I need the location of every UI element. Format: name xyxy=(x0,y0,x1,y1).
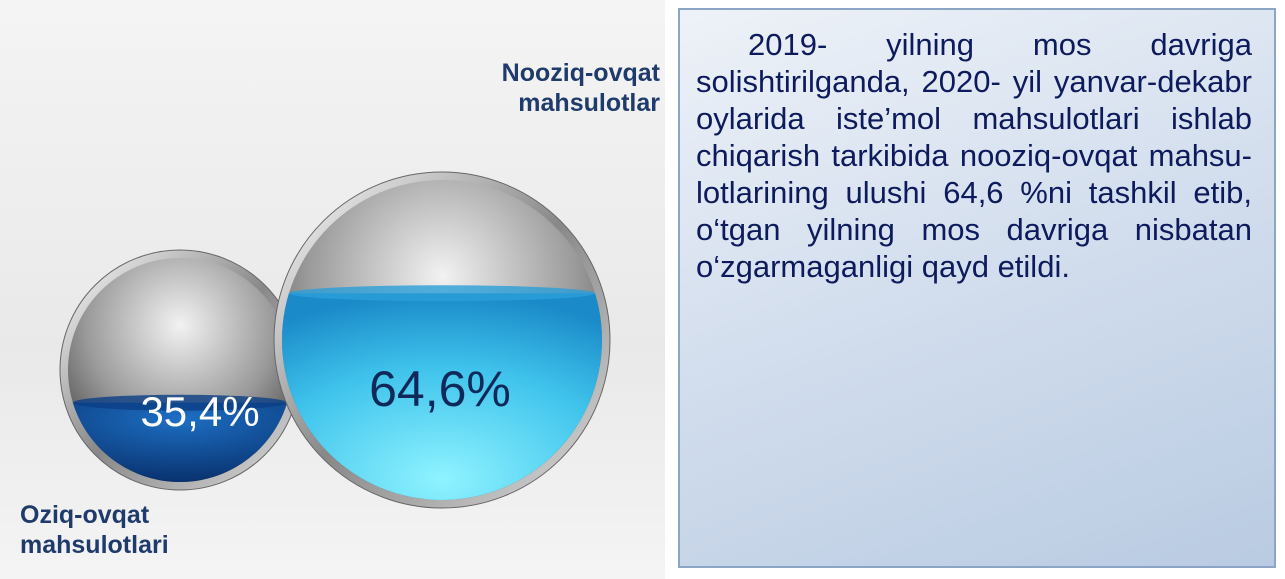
value-label: 35,4% xyxy=(140,388,259,435)
value-label: 64,6% xyxy=(369,361,511,417)
fill-surface xyxy=(72,394,288,411)
paragraph: 2019- yilning mos davriga solishtirilgan… xyxy=(696,27,1252,284)
fill-surface xyxy=(288,285,596,302)
chart: 35,4% 64,6% xyxy=(59,171,611,509)
category-label: Oziq-ovqat mahsulotlari xyxy=(20,501,169,559)
category-label: Nooziq-ovqat mahsulotlar xyxy=(501,59,660,117)
text-panel: 2019- yilning mos davriga solishtirilgan… xyxy=(678,8,1276,568)
